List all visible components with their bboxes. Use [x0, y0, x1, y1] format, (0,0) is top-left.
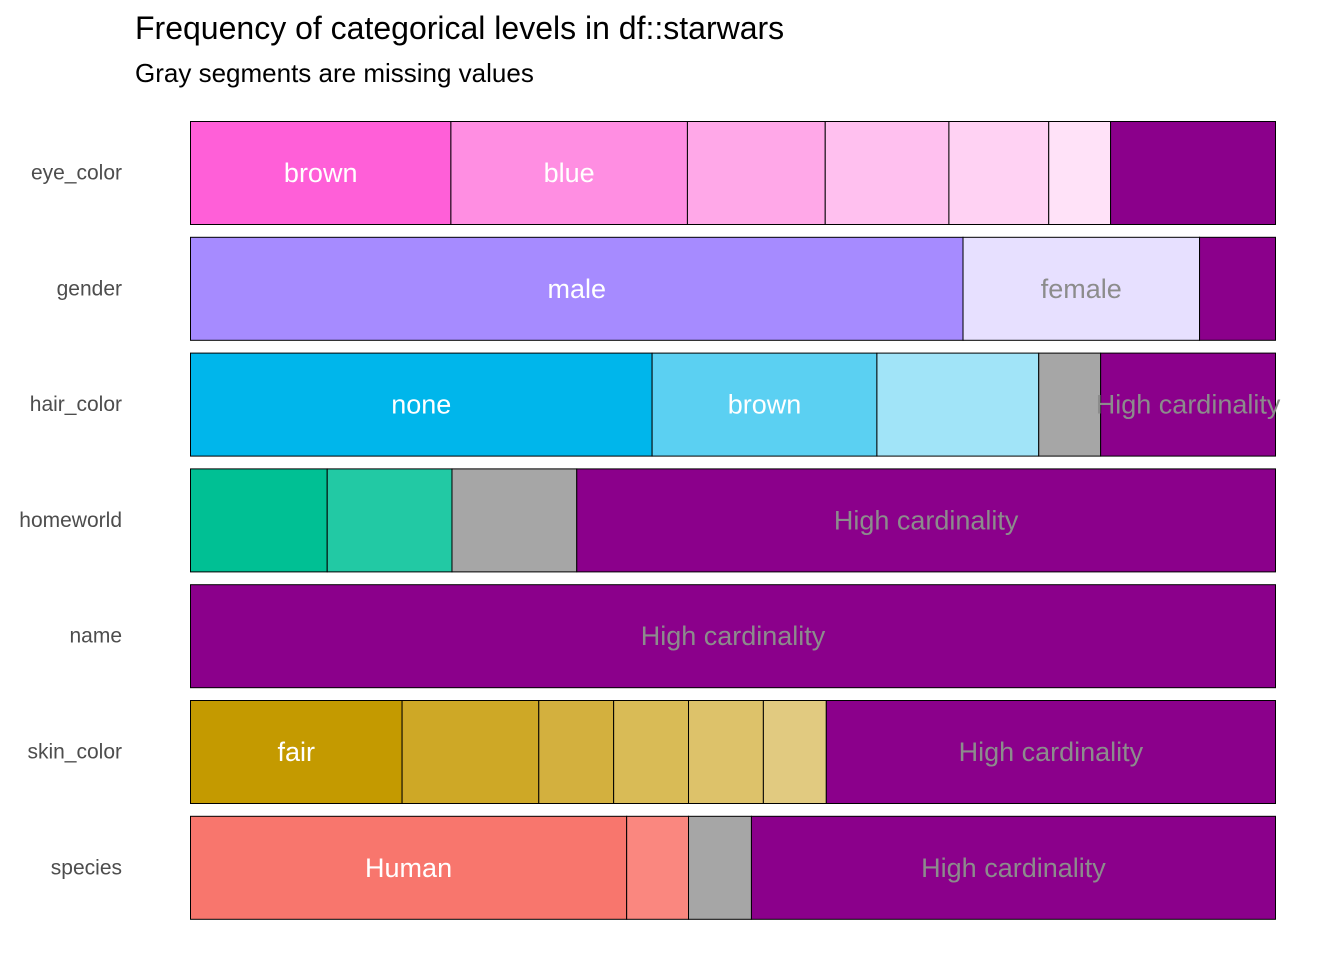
- segment-label-hair-color-0: none: [391, 390, 451, 420]
- bar-segment-homeworld-1: [326, 468, 453, 573]
- variable-label-gender: gender: [57, 277, 122, 300]
- segment-label-eye-color-1: blue: [544, 158, 595, 188]
- bar-segment-homeworld-0: [190, 468, 328, 573]
- bar-segment-skin-color-4: [688, 700, 764, 804]
- bar-segment-skin-color-0: [190, 700, 403, 804]
- bar-segment-hair-color-2: [876, 352, 1040, 457]
- bar-segment-gender-0: [190, 236, 964, 341]
- bar-segment-skin-color-5: [762, 700, 827, 804]
- bar-segment-homeworld-3: [576, 468, 1276, 573]
- segment-label-gender-1: female: [1041, 274, 1122, 304]
- bar-segment-species-1: [626, 815, 690, 920]
- bar-segment-skin-color-2: [538, 700, 615, 804]
- segment-label-gender-0: male: [547, 274, 606, 304]
- chart-title: Frequency of categorical levels in df::s…: [135, 10, 785, 46]
- bar-segment-species-3: [750, 815, 1276, 920]
- bars-layer: [190, 121, 1277, 920]
- segment-label-species-3: High cardinality: [921, 853, 1106, 883]
- segment-label-homeworld-3: High cardinality: [834, 505, 1019, 535]
- variable-label-homeworld: homeworld: [19, 509, 122, 532]
- bar-segment-skin-color-6: [825, 700, 1276, 804]
- bar-segment-eye-color-6: [1110, 121, 1276, 225]
- variable-label-skin-color: skin_color: [27, 741, 122, 764]
- bar-segment-eye-color-5: [1048, 121, 1112, 225]
- bar-segment-gender-2: [1199, 236, 1277, 341]
- segment-label-hair-color-1: brown: [728, 390, 802, 420]
- segment-label-skin-color-0: fair: [278, 737, 316, 767]
- segment-label-skin-color-6: High cardinality: [959, 737, 1144, 767]
- bar-segment-species-0: [190, 815, 628, 920]
- chart-subtitle: Gray segments are missing values: [135, 58, 534, 88]
- variable-label-eye-color: eye_color: [31, 162, 122, 185]
- bar-segment-hair-color-0: [190, 352, 653, 457]
- bar-segment-eye-color-2: [686, 121, 826, 225]
- variable-label-species: species: [51, 856, 122, 879]
- bar-segment-gender-1: [962, 236, 1201, 341]
- segment-label-hair-color-4: High cardinality: [1096, 390, 1281, 420]
- segment-label-name-0: High cardinality: [641, 621, 826, 651]
- segment-label-species-0: Human: [365, 853, 452, 883]
- bar-segment-skin-color-3: [613, 700, 690, 804]
- bar-segment-eye-color-3: [824, 121, 950, 225]
- variable-label-hair-color: hair_color: [30, 393, 122, 416]
- bar-segment-hair-color-4: [1100, 352, 1276, 457]
- bar-segment-eye-color-4: [948, 121, 1050, 225]
- bar-segment-eye-color-0: [190, 121, 452, 225]
- bar-segment-homeworld-2: [451, 468, 578, 573]
- segment-label-eye-color-0: brown: [284, 158, 358, 188]
- bar-segment-skin-color-1: [401, 700, 540, 804]
- variable-label-name: name: [69, 625, 122, 648]
- bar-segment-hair-color-3: [1038, 352, 1102, 457]
- bar-segment-name-0: [190, 584, 1276, 689]
- bar-segment-species-2: [688, 815, 752, 920]
- bar-segment-hair-color-1: [651, 352, 878, 457]
